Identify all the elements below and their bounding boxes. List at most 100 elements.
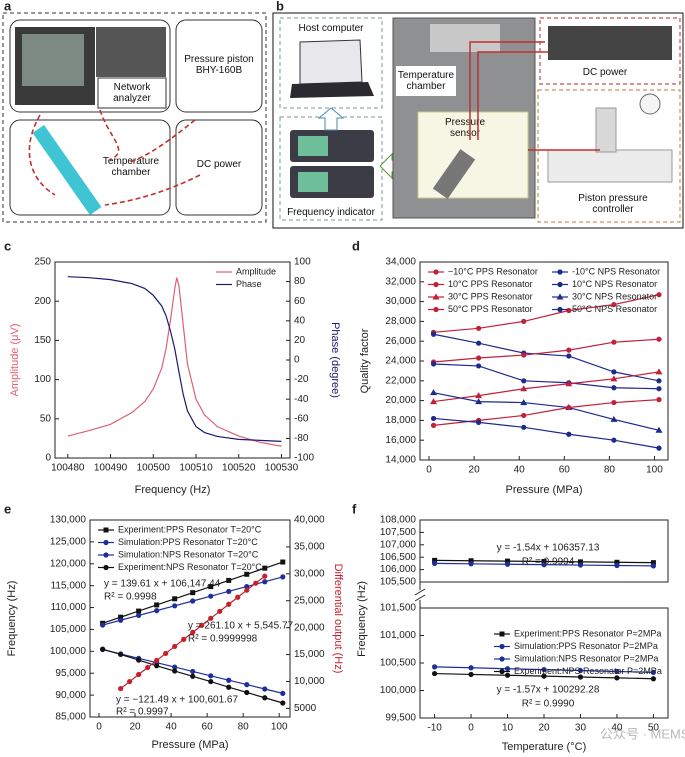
- point: [541, 562, 547, 568]
- point: [118, 651, 124, 657]
- point: [136, 657, 142, 663]
- legend-marker: [103, 527, 109, 533]
- point: [118, 614, 124, 620]
- y2-tick-label: -80: [294, 433, 309, 444]
- point: [430, 331, 437, 337]
- x-tick-label: 10: [502, 723, 514, 734]
- y2-tick-label: 40: [294, 315, 306, 326]
- point: [650, 669, 657, 675]
- point: [172, 664, 178, 670]
- y-tick-label: 130,000: [50, 515, 87, 526]
- x-tick-label: 0: [96, 722, 102, 733]
- y2-tick-label: 25,000: [294, 595, 325, 606]
- point: [468, 558, 474, 564]
- panel-label: c: [4, 238, 11, 253]
- point: [172, 643, 178, 650]
- point: [650, 560, 656, 566]
- x-tick-label: 100510: [179, 463, 213, 474]
- y2-tick-label: 0: [294, 355, 300, 366]
- point: [127, 678, 133, 685]
- y-tick-label: 95,000: [55, 668, 86, 679]
- label: Pressure piston BHY-160B: [184, 54, 254, 76]
- legend-marker: [433, 269, 439, 275]
- screen: [298, 136, 328, 156]
- x-tick-label: 100530: [265, 463, 299, 474]
- point: [100, 646, 106, 652]
- point: [650, 676, 657, 682]
- legend-marker: [433, 306, 439, 313]
- point: [520, 399, 528, 406]
- point: [614, 562, 620, 569]
- series-line: [433, 338, 660, 363]
- point: [172, 603, 178, 609]
- point: [118, 685, 124, 692]
- point: [154, 608, 160, 614]
- point: [431, 670, 438, 677]
- legend-label: 30°C PPS Resonator: [448, 291, 533, 301]
- x-tick-label: 40: [611, 723, 623, 734]
- annotation: R² = 0.9999998: [188, 634, 258, 645]
- x-tick-label: 40: [514, 465, 526, 476]
- x-tick-label: 80: [238, 722, 250, 733]
- point: [577, 667, 584, 674]
- y-tick-label: 105,500: [380, 577, 417, 588]
- plot-frame: [419, 519, 669, 583]
- legend-label: Simulation:NPS Resonator P=2MPa: [514, 653, 658, 663]
- x-axis-label: Temperature (°C): [502, 741, 586, 753]
- point: [656, 378, 662, 384]
- y-tick-label: 22,000: [385, 375, 416, 386]
- point: [521, 424, 527, 430]
- cable: [469, 41, 600, 151]
- annotation: R² = 0.9998: [104, 592, 157, 603]
- label-box: [97, 77, 167, 109]
- y2-tick-label: 30,000: [294, 568, 325, 579]
- legend-marker: [557, 306, 563, 313]
- label: Temperature chamber: [102, 156, 160, 178]
- cable: [28, 109, 201, 206]
- y-tick-label: 101,000: [380, 630, 417, 641]
- x-tick-label: 100: [646, 465, 663, 476]
- x-tick-label: 30: [575, 723, 587, 734]
- point: [468, 665, 474, 671]
- y-tick-label: 0: [45, 453, 51, 464]
- point: [468, 561, 474, 567]
- legend-label: Experiment:PPS Resonator T=20°C: [118, 524, 262, 534]
- axis-break: [414, 594, 426, 602]
- legend-marker: [557, 281, 563, 288]
- point: [208, 678, 214, 685]
- point: [280, 700, 286, 706]
- point: [226, 577, 232, 583]
- point: [244, 583, 250, 590]
- point: [190, 598, 196, 604]
- x-tick-label: 100480: [51, 463, 85, 474]
- legend-label: 50°C PPS Resonator: [448, 304, 533, 314]
- panel: [430, 24, 500, 52]
- point: [656, 336, 662, 342]
- point: [430, 415, 437, 422]
- y-tick-label: 32,000: [385, 276, 416, 287]
- point: [468, 671, 474, 678]
- point: [154, 602, 160, 608]
- point: [262, 579, 268, 585]
- point: [611, 385, 617, 391]
- y2-tick-label: -60: [294, 413, 309, 424]
- point: [566, 307, 572, 314]
- point: [190, 668, 196, 675]
- point: [253, 580, 259, 586]
- label: Host computer: [298, 22, 364, 34]
- y-tick-label: 105,000: [50, 624, 87, 635]
- box: [175, 119, 263, 216]
- point: [577, 562, 584, 568]
- point: [577, 674, 584, 680]
- annotation: y = 139.61 x + 106,147.44: [104, 579, 221, 590]
- point: [280, 559, 286, 565]
- y-tick-label: 110,000: [51, 602, 87, 613]
- legend-label: Experiment:PPS Resonator P=2MPa: [514, 628, 661, 638]
- point: [476, 340, 482, 346]
- annotation: R² = 0.9990: [522, 699, 575, 710]
- y-tick-label: 150: [34, 335, 51, 346]
- panel-a: a Network analyzer Pressure piston BHY-1…: [2, 0, 267, 223]
- y2-tick-label: 5000: [294, 703, 317, 714]
- legend-marker: [499, 668, 505, 675]
